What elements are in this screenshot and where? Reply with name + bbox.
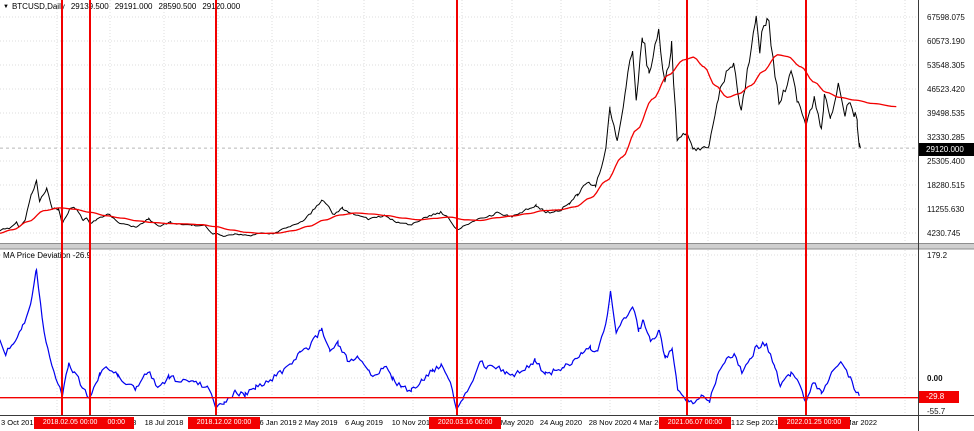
event-vertical-line[interactable] <box>215 0 218 415</box>
time-axis-label: 10 Nov 2019 <box>391 418 435 427</box>
time-axis-label: 12 Sep 2021 <box>735 418 779 427</box>
indicator-name-label: MA Price Deviation -26.9 <box>3 251 92 260</box>
current-price-label: 29120.000 <box>919 142 974 156</box>
event-date-box: 2018.12.02 00:00 <box>188 417 261 429</box>
price-axis-tick: 11255.630 <box>927 205 965 214</box>
ohlc-low: 28590.500 <box>158 2 197 11</box>
price-series-line <box>0 15 861 237</box>
time-axis-label: 4 Mar 2021 <box>633 418 671 427</box>
ohlc-close: 29120.000 <box>202 2 241 11</box>
event-vertical-line[interactable] <box>804 0 807 415</box>
event-vertical-line[interactable] <box>685 0 688 415</box>
grid-lines <box>0 0 918 415</box>
time-axis-label: 2 May 2019 <box>298 418 338 427</box>
symbol-period-label: BTCUSD,Daily <box>11 2 65 11</box>
time-axis-label: 1 <box>730 418 736 427</box>
ma-line <box>0 54 897 235</box>
event-date-box: 2020.03.16 00:00 <box>429 417 502 429</box>
event-date-box: 2021.06.07 00:00 <box>658 417 731 429</box>
chart-title-bar: ▼BTCUSD,Daily29139.50029191.00028590.500… <box>3 2 246 11</box>
price-axis-tick: 4230.745 <box>927 229 961 238</box>
price-axis-tick: 46523.420 <box>927 85 965 94</box>
ohlc-high: 29191.000 <box>114 2 153 11</box>
indicator-level-label: -29.8 <box>919 391 959 403</box>
event-date-box: 2018.02.05 00:00 <box>34 417 107 429</box>
time-axis-label: 28 Nov 2020 <box>588 418 632 427</box>
indicator-axis-tick: 179.2 <box>927 251 948 260</box>
price-axis-tick: 32330.285 <box>927 133 965 142</box>
time-axis-label: 6 Aug 2019 <box>345 418 383 427</box>
price-axis-tick: 60573.190 <box>927 37 965 46</box>
event-vertical-line[interactable] <box>88 0 91 415</box>
indicator-axis-tick: -55.7 <box>927 407 946 416</box>
time-axis-label: 26 Jan 2019 <box>255 418 297 427</box>
panel-separator[interactable] <box>0 243 974 250</box>
chart-dropdown-icon[interactable]: ▼ <box>3 4 9 10</box>
time-axis-label: 20 May 2020 <box>490 418 534 427</box>
price-axis-tick: 18280.515 <box>927 181 965 190</box>
price-axis-tick: 25305.400 <box>927 157 965 166</box>
price-axis-tick: 39498.535 <box>927 109 965 118</box>
price-axis-tick: 67598.075 <box>927 13 965 22</box>
time-axis-label: 23 Mar 2022 <box>834 418 878 427</box>
event-vertical-line[interactable] <box>456 0 459 415</box>
event-vertical-line[interactable] <box>61 0 64 415</box>
deviation-line <box>0 267 860 410</box>
indicator-axis-tick: 0.00 <box>927 374 943 383</box>
event-date-box: 2022.01.25 00:00 <box>777 417 850 429</box>
time-axis-label: 3 Oct 2017 <box>1 418 38 427</box>
time-axis-label: 18 Jul 2018 <box>144 418 184 427</box>
price-axis-tick: 53548.305 <box>927 61 965 70</box>
time-axis-label: 24 Aug 2020 <box>539 418 583 427</box>
